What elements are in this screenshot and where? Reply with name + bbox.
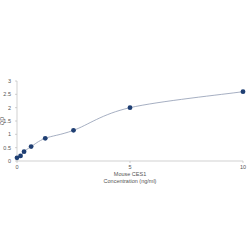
data-point — [128, 105, 133, 110]
y-tick-label: 2 — [8, 105, 11, 111]
x-axis-label-line: Concentration (ng/ml) — [104, 178, 157, 184]
x-tick-label: 0 — [15, 164, 18, 170]
plot-area — [15, 89, 246, 160]
y-axis-label: OD — [0, 117, 5, 125]
y-tick-label: 3 — [8, 78, 11, 84]
y-tick — [15, 107, 17, 108]
y-tick — [15, 134, 17, 135]
x-tick — [130, 161, 131, 163]
y-tick-label: 1 — [8, 131, 11, 137]
y-tick-label: 0.5 — [3, 145, 11, 151]
x-tick-label: 10 — [240, 164, 246, 170]
data-point — [43, 136, 48, 141]
x-tick-label: 5 — [128, 164, 131, 170]
chart: 00.511.522.530510ODMouse CES1Concentrati… — [0, 0, 250, 250]
data-point — [241, 89, 246, 94]
y-tick — [15, 81, 17, 82]
data-point — [71, 128, 76, 133]
data-point — [18, 154, 23, 159]
x-axis-label: Mouse CES1Concentration (ng/ml) — [104, 171, 157, 184]
series-line — [17, 92, 243, 158]
data-point — [22, 149, 27, 154]
y-tick — [15, 94, 17, 95]
y-tick-label: 2.5 — [3, 91, 11, 97]
data-point — [29, 144, 34, 149]
y-tick — [15, 147, 17, 148]
y-tick — [15, 121, 17, 122]
x-tick — [243, 161, 244, 163]
x-axis-label-line: Mouse CES1 — [114, 171, 146, 177]
x-tick — [17, 161, 18, 163]
y-tick-label: 0 — [8, 158, 11, 164]
